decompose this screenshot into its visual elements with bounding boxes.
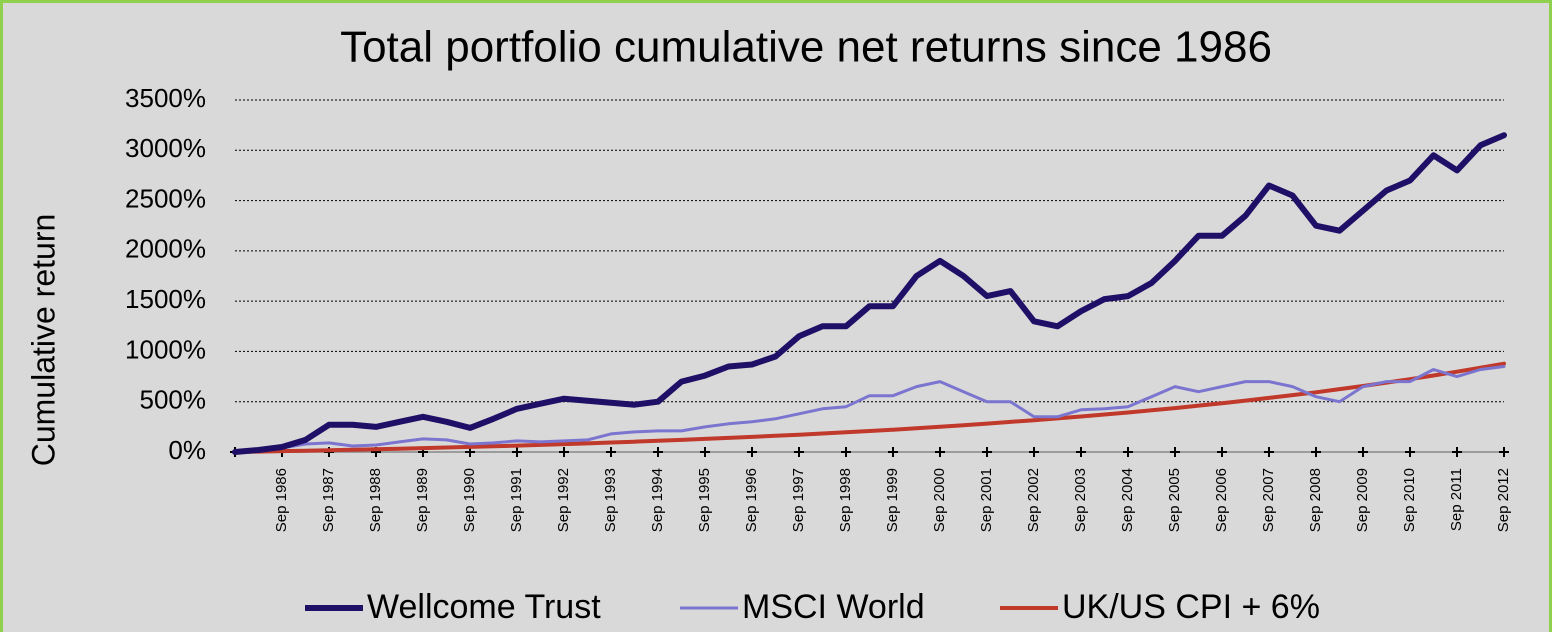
x-tick-label: Sep 2006 xyxy=(1213,468,1230,532)
x-tick-mark xyxy=(935,447,945,457)
x-tick-label: Sep 1990 xyxy=(461,468,478,532)
x-tick-label: Sep 2005 xyxy=(1166,468,1183,532)
x-tick-label: Sep 2002 xyxy=(1025,468,1042,532)
x-tick-label: Sep 1992 xyxy=(555,468,572,532)
series-line xyxy=(233,361,1506,454)
x-tick-label: Sep 2001 xyxy=(978,468,995,532)
y-tick-label: 2000% xyxy=(125,234,206,264)
y-tick-label: 1000% xyxy=(125,334,206,364)
chart-title: Total portfolio cumulative net returns s… xyxy=(340,23,1272,72)
x-tick-mark xyxy=(888,447,898,457)
x-tick-mark xyxy=(794,447,804,457)
x-tick-label: Sep 2004 xyxy=(1119,468,1136,532)
x-tick-label: Sep 2008 xyxy=(1307,468,1324,532)
x-tick-mark xyxy=(1217,447,1227,457)
y-axis-label: Cumulative return xyxy=(25,214,61,467)
x-tick-mark xyxy=(982,447,992,457)
series-line xyxy=(232,132,1507,455)
x-tick-mark xyxy=(1452,447,1462,457)
x-tick-mark xyxy=(1264,447,1274,457)
y-tick-label: 1500% xyxy=(125,284,206,314)
x-tick-label: Sep 2011 xyxy=(1448,468,1465,531)
x-tick-mark xyxy=(1405,447,1415,457)
x-tick-label: Sep 1994 xyxy=(649,468,666,532)
x-tick-mark xyxy=(1076,447,1086,457)
x-tick-label: Sep 1989 xyxy=(414,468,431,532)
legend-label: MSCI World xyxy=(742,588,925,626)
x-tick-label: Sep 1996 xyxy=(743,468,760,532)
x-tick-label: Sep 1998 xyxy=(837,468,854,532)
x-tick-label: Sep 2007 xyxy=(1260,468,1277,532)
x-tick-label: Sep 1986 xyxy=(273,468,290,532)
x-tick-label: Sep 1987 xyxy=(320,468,337,532)
legend-label: UK/US CPI + 6% xyxy=(1062,588,1320,626)
legend-label: Wellcome Trust xyxy=(367,588,601,626)
x-tick-mark xyxy=(512,447,522,457)
x-tick-label: Sep 2009 xyxy=(1354,468,1371,532)
x-tick-label: Sep 1993 xyxy=(602,468,619,532)
y-tick-label: 2500% xyxy=(125,183,206,213)
y-tick-label: 3500% xyxy=(125,83,206,113)
series-line xyxy=(233,365,1506,454)
x-tick-mark xyxy=(559,447,569,457)
x-tick-label: Sep 2003 xyxy=(1072,468,1089,532)
x-tick-mark xyxy=(1358,447,1368,457)
x-tick-label: Sep 1995 xyxy=(696,468,713,532)
x-tick-mark xyxy=(1499,447,1509,457)
x-tick-label: Sep 1988 xyxy=(367,468,384,532)
y-tick-label: 3000% xyxy=(125,133,206,163)
x-tick-label: Sep 1991 xyxy=(508,468,525,532)
x-tick-label: Sep 2010 xyxy=(1401,468,1418,532)
x-tick-mark xyxy=(747,447,757,457)
x-tick-label: Sep 1997 xyxy=(790,468,807,532)
y-tick-label: 0% xyxy=(168,435,206,465)
x-tick-mark xyxy=(653,447,663,457)
x-tick-mark xyxy=(1123,447,1133,457)
x-tick-mark xyxy=(1311,447,1321,457)
x-tick-mark xyxy=(700,447,710,457)
x-tick-label: Sep 1999 xyxy=(884,468,901,532)
x-tick-mark xyxy=(1029,447,1039,457)
x-tick-mark xyxy=(841,447,851,457)
x-tick-mark xyxy=(606,447,616,457)
y-tick-label: 500% xyxy=(140,385,207,415)
x-tick-label: Sep 2012 xyxy=(1495,468,1512,532)
x-tick-label: Sep 2000 xyxy=(931,468,948,532)
x-tick-mark xyxy=(1170,447,1180,457)
